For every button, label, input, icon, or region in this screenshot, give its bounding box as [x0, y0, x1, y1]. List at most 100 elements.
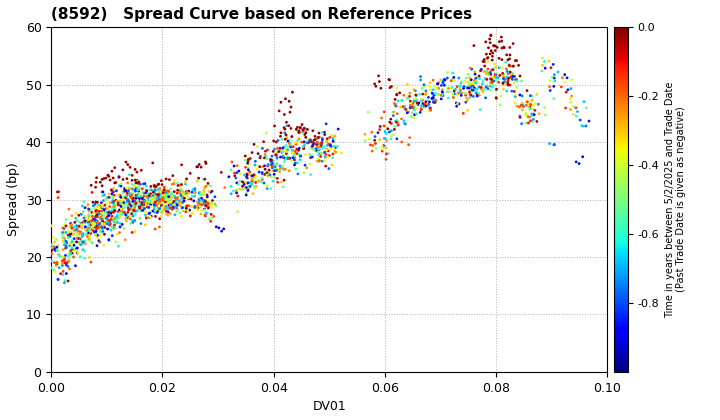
Point [438, 77, 449, 84]
Point [451, 83, 463, 90]
Point [65, 239, 76, 246]
Point [218, 226, 230, 232]
Point [156, 194, 168, 201]
Point [121, 187, 132, 194]
Point [79, 248, 91, 255]
Point [548, 142, 559, 148]
Point [104, 217, 115, 223]
Point [187, 186, 199, 193]
Point [104, 218, 115, 225]
Point [174, 188, 186, 194]
Point [523, 113, 534, 120]
Point [451, 100, 462, 106]
Point [167, 172, 179, 179]
Point [293, 136, 305, 142]
Point [165, 205, 176, 211]
Point [189, 187, 200, 194]
Point [99, 221, 110, 228]
Point [142, 213, 153, 220]
Point [491, 74, 503, 80]
Point [59, 235, 71, 242]
Point [131, 169, 143, 176]
Point [204, 183, 216, 189]
Point [410, 110, 422, 117]
Point [104, 177, 116, 184]
Point [320, 146, 332, 153]
Point [388, 126, 400, 133]
Point [120, 236, 131, 243]
Point [424, 107, 436, 114]
Point [418, 103, 430, 110]
Point [255, 153, 266, 160]
Point [133, 198, 145, 205]
Point [84, 236, 95, 242]
Point [242, 160, 253, 167]
Point [150, 200, 161, 207]
Point [153, 194, 164, 201]
Point [260, 148, 271, 155]
Point [490, 64, 502, 71]
Point [63, 258, 74, 265]
Point [137, 201, 148, 208]
Point [262, 172, 274, 179]
Point [259, 171, 271, 178]
Point [130, 207, 141, 214]
Point [156, 194, 167, 200]
Point [76, 233, 88, 240]
Point [391, 119, 402, 126]
Point [415, 73, 426, 80]
Point [181, 176, 192, 182]
Point [145, 202, 156, 208]
Point [374, 136, 385, 143]
Point [130, 185, 142, 192]
Point [60, 243, 72, 249]
Point [239, 185, 251, 192]
Point [410, 92, 421, 98]
Point [405, 104, 416, 111]
Point [364, 142, 376, 148]
Point [481, 51, 492, 58]
Point [57, 271, 68, 278]
Point [135, 167, 147, 174]
Point [391, 117, 402, 124]
Point [104, 220, 116, 227]
Point [151, 209, 163, 216]
Point [500, 80, 511, 87]
Point [121, 175, 132, 182]
Point [93, 224, 104, 231]
Point [437, 79, 449, 86]
Point [480, 84, 492, 90]
Point [308, 147, 320, 154]
Point [528, 110, 539, 117]
Point [482, 82, 493, 89]
Point [298, 127, 310, 134]
Point [46, 223, 58, 229]
Point [490, 77, 502, 84]
Point [151, 197, 163, 204]
Point [158, 186, 170, 193]
Point [276, 136, 288, 143]
Point [126, 186, 138, 192]
Point [278, 184, 289, 190]
Point [171, 205, 183, 212]
Point [194, 192, 206, 198]
Point [80, 227, 91, 234]
Point [285, 157, 297, 164]
Point [295, 152, 307, 159]
Point [89, 218, 100, 225]
Point [59, 277, 71, 284]
Point [90, 213, 102, 220]
Point [194, 189, 206, 196]
Point [425, 86, 436, 93]
Point [149, 184, 161, 191]
Point [514, 73, 526, 79]
Point [415, 106, 427, 113]
Point [503, 75, 514, 82]
Point [325, 140, 336, 147]
Point [74, 254, 86, 260]
Point [89, 231, 101, 238]
Point [427, 95, 438, 102]
Point [123, 211, 135, 218]
Point [269, 167, 281, 174]
Point [466, 91, 477, 98]
